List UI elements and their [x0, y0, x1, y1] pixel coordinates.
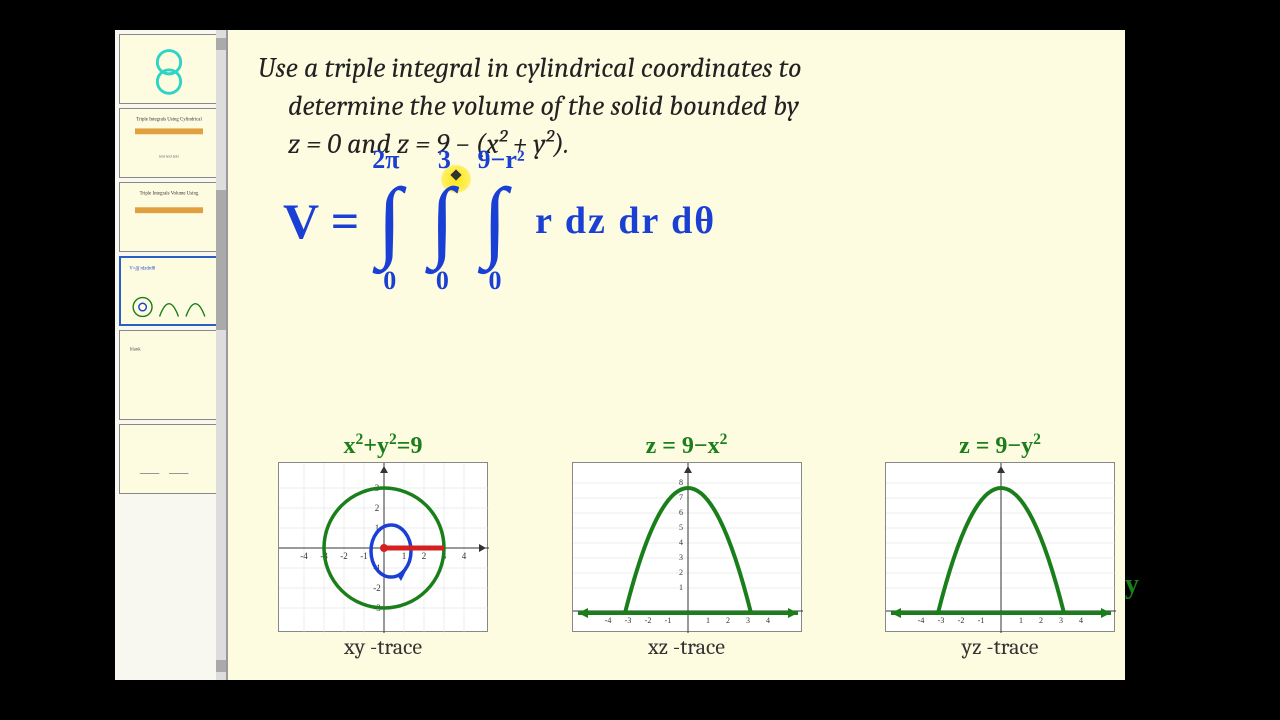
graph-xz: z = 9−x2 -4 -3 -2 -1 1 2 3 4 1 2 3 4 5 6 7 8 — [572, 431, 802, 660]
svg-text:Triple Integrals Volume Using: Triple Integrals Volume Using — [140, 192, 199, 197]
graph-xy-trace: xy -trace — [344, 634, 422, 660]
thumb-scrollbar[interactable] — [216, 30, 226, 680]
svg-text:3: 3 — [679, 553, 683, 562]
graph-xz-plot: -4 -3 -2 -1 1 2 3 4 1 2 3 4 5 6 7 8 — [572, 462, 802, 632]
integrand: r dz dr dθ — [535, 199, 716, 243]
integral-expression: V = 2π ∫ 0 3 ∫ 0 9−r² ∫ 0 r dz dr dθ — [283, 180, 716, 261]
svg-text:-3: -3 — [624, 616, 631, 625]
main-slide: Use a triple integral in cylindrical coo… — [227, 30, 1125, 680]
thumb-1[interactable] — [119, 34, 219, 104]
svg-text:-4: -4 — [300, 551, 308, 561]
svg-text:2: 2 — [679, 568, 683, 577]
problem-line2: determine the volume of the solid bounde… — [288, 88, 1095, 126]
thumb-3[interactable]: Triple Integrals Volume Using — [119, 182, 219, 252]
svg-text:4: 4 — [766, 616, 770, 625]
graphs-row: x2+y2=9 -4 -3 -2 -1 1 2 3 4 — [278, 431, 1115, 660]
thumb-4[interactable]: V=∫∫∫ rdzdrdθ — [119, 256, 219, 326]
svg-text:5: 5 — [679, 523, 683, 532]
graph-yz-plot: -4-3-2-1 1234 y — [885, 462, 1115, 632]
integral-1: 2π ∫ 0 — [377, 180, 402, 261]
svg-text:1: 1 — [1019, 616, 1023, 625]
scroll-down[interactable] — [216, 660, 226, 672]
svg-text:-2: -2 — [340, 551, 348, 561]
svg-text:7: 7 — [679, 493, 683, 502]
svg-text:3: 3 — [1059, 616, 1063, 625]
svg-text:-1: -1 — [360, 551, 368, 561]
y-axis-label: y — [1125, 569, 1139, 601]
graph-yz-trace: yz -trace — [962, 634, 1039, 660]
scroll-handle[interactable] — [216, 190, 226, 330]
integral-3: 9−r² ∫ 0 — [483, 180, 508, 261]
thumb-2[interactable]: Triple Integrals Using Cylindrical text t… — [119, 108, 219, 178]
svg-text:-4: -4 — [604, 616, 611, 625]
svg-text:2: 2 — [375, 503, 380, 513]
svg-text:1: 1 — [679, 583, 683, 592]
svg-text:-3: -3 — [938, 616, 945, 625]
svg-text:1: 1 — [706, 616, 710, 625]
svg-text:1: 1 — [402, 551, 407, 561]
svg-text:4: 4 — [679, 538, 683, 547]
svg-text:6: 6 — [679, 508, 683, 517]
graph-xy-title: x2+y2=9 — [344, 431, 423, 460]
svg-text:2: 2 — [1039, 616, 1043, 625]
svg-text:blank: blank — [130, 348, 141, 353]
svg-text:3: 3 — [746, 616, 750, 625]
graph-xy-plot: -4-3-2-1 1234 123 -1-2-3 — [278, 462, 488, 632]
svg-text:8: 8 — [679, 478, 683, 487]
svg-text:-2: -2 — [373, 583, 381, 593]
integral-2: 3 ∫ 0 — [430, 180, 455, 261]
svg-text:2: 2 — [726, 616, 730, 625]
problem-equation: z = 0 and z = 9 − (x² + y²). — [288, 126, 1095, 164]
svg-text:-2: -2 — [958, 616, 965, 625]
svg-text:Triple Integrals Using Cylindr: Triple Integrals Using Cylindrical — [136, 118, 202, 123]
svg-text:V=∫∫∫ rdzdrdθ: V=∫∫∫ rdzdrdθ — [129, 265, 155, 271]
graph-xy: x2+y2=9 -4-3-2-1 1234 — [278, 431, 488, 660]
svg-text:-1: -1 — [978, 616, 985, 625]
thumbnail-panel: Triple Integrals Using Cylindrical text t… — [115, 30, 227, 680]
graph-yz: z = 9−y2 -4 -3 -2 -1 1 2 3 4 — [885, 431, 1115, 660]
svg-text:text text text: text text text — [159, 155, 179, 159]
svg-text:4: 4 — [462, 551, 467, 561]
svg-text:-4: -4 — [918, 616, 925, 625]
scroll-up[interactable] — [216, 38, 226, 50]
graph-yz-title: z = 9−y2 — [959, 431, 1041, 460]
app-window: Triple Integrals Using Cylindrical text t… — [115, 30, 1125, 680]
graph-xz-trace: xz -trace — [648, 634, 725, 660]
thumb-6[interactable] — [119, 424, 219, 494]
svg-text:-2: -2 — [644, 616, 651, 625]
problem-line1: Use a triple integral in cylindrical coo… — [258, 50, 1095, 88]
svg-text:-1: -1 — [664, 616, 671, 625]
svg-text:2: 2 — [422, 551, 427, 561]
graph-xz-title: z = 9−x2 — [646, 431, 728, 460]
thumb-5[interactable]: blank — [119, 330, 219, 420]
integral-lhs: V = — [283, 192, 359, 250]
svg-text:4: 4 — [1079, 616, 1083, 625]
